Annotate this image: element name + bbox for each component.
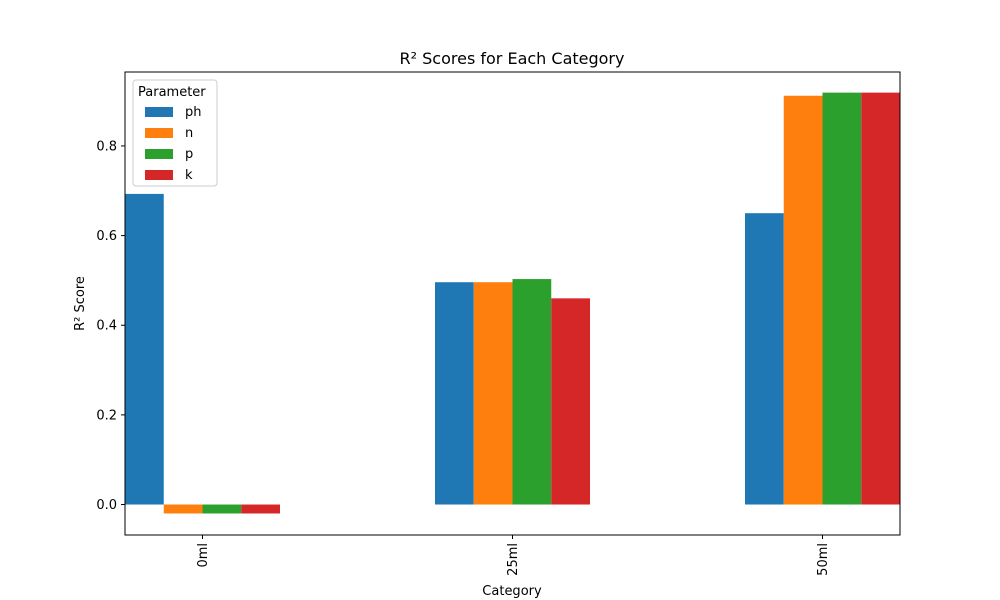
x-tick-label: 0ml — [196, 543, 211, 568]
bar-k-50ml — [861, 92, 900, 505]
legend-label-n: n — [185, 126, 193, 141]
y-tick-label: 0.0 — [96, 498, 117, 513]
bar-p-50ml — [822, 92, 862, 505]
legend-label-ph: ph — [185, 105, 202, 120]
bar-p-25ml — [512, 279, 552, 505]
legend-title: Parameter — [138, 85, 206, 100]
y-tick-label: 0.2 — [96, 408, 117, 423]
legend-swatch-k — [145, 170, 173, 180]
bar-n-0ml — [163, 504, 203, 514]
x-axis-label: Category — [482, 584, 542, 599]
x-axis: 0ml 25ml 50ml — [196, 535, 831, 576]
y-axis: 0.0 0.2 0.4 0.6 0.8 — [96, 139, 125, 513]
legend-label-k: k — [185, 168, 193, 183]
y-tick-label: 0.6 — [96, 229, 117, 244]
y-tick-label: 0.4 — [96, 319, 117, 334]
bar-p-0ml — [202, 504, 242, 514]
legend-box — [132, 79, 218, 187]
bar-n-25ml — [473, 282, 513, 505]
bar-n-50ml — [783, 95, 823, 505]
bars-group — [125, 92, 900, 514]
chart-title: R² Scores for Each Category — [400, 49, 625, 68]
bar-ph-25ml — [435, 282, 474, 505]
y-axis-label: R² Score — [73, 276, 88, 331]
bar-ph-50ml — [745, 213, 784, 505]
x-tick-label: 25ml — [506, 543, 521, 576]
legend-swatch-n — [145, 128, 173, 138]
legend-swatch-p — [145, 149, 173, 159]
legend-label-p: p — [185, 147, 193, 162]
legend: Parameter ph npk — [132, 79, 218, 187]
bar-ph-0ml — [125, 193, 164, 505]
bar-k-0ml — [241, 504, 280, 514]
legend-swatch-ph — [145, 107, 173, 117]
y-tick-label: 0.8 — [96, 139, 117, 154]
bar-k-25ml — [551, 298, 590, 505]
x-tick-label: 50ml — [816, 543, 831, 576]
legend-items: ph npk — [145, 105, 202, 183]
